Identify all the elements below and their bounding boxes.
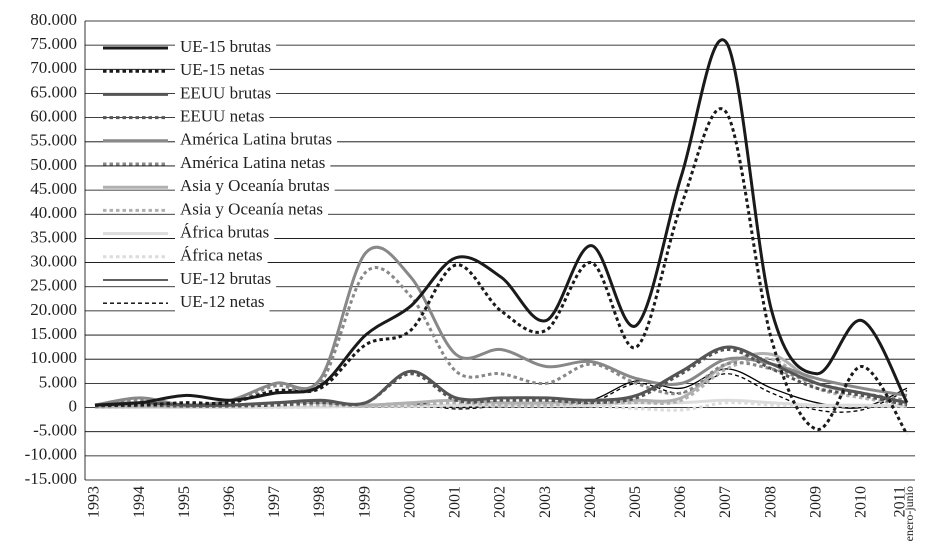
legend-bg	[175, 61, 270, 82]
x-tick-label-line: 2011	[891, 486, 908, 517]
y-tick-label: 10.000	[30, 348, 77, 367]
legend-bg	[175, 223, 275, 244]
legend-label: América Latina netas	[180, 153, 325, 172]
legend-label: EEUU brutas	[180, 83, 271, 102]
legend-label: EEUU netas	[180, 107, 265, 126]
y-tick-label: 55.000	[30, 131, 77, 150]
legend-label: África netas	[180, 246, 263, 265]
legend-bg	[175, 84, 277, 105]
legend-bg	[175, 270, 277, 290]
y-tick-label: 25.000	[30, 276, 77, 295]
legend-bg	[175, 107, 270, 128]
x-tick-label: 2009	[807, 486, 824, 518]
x-tick-label: 1993	[86, 486, 103, 518]
x-tick-label: 2001	[447, 486, 464, 518]
legend-label: Asia y Oceanía netas	[180, 199, 323, 218]
x-tick-label: 2008	[762, 486, 779, 518]
y-tick-label: 70.000	[30, 58, 77, 77]
y-tick-label: 30.000	[30, 251, 77, 270]
y-tick-label: 20.000	[30, 300, 77, 319]
y-tick-label: 40.000	[30, 203, 77, 222]
x-tick-label: 1995	[176, 486, 193, 518]
x-tick-label: 2005	[627, 486, 644, 518]
legend-bg	[175, 293, 270, 314]
y-tick-label: 0	[69, 396, 78, 415]
series-line	[94, 345, 908, 407]
x-tick-label: 2010	[853, 486, 870, 518]
series-line	[94, 348, 908, 408]
x-tick-label: 2000	[401, 486, 418, 518]
y-tick-label: 75.000	[30, 34, 77, 53]
x-tick-label: 1999	[356, 486, 373, 518]
x-tick-label: 2007	[717, 486, 734, 518]
legend-bg	[175, 246, 268, 267]
legend-bg	[175, 177, 335, 198]
legend-bg	[175, 38, 277, 58]
y-tick-label: -10.000	[25, 445, 77, 464]
x-tick-label: 1996	[221, 486, 238, 518]
y-tick-label: 65.000	[30, 82, 77, 101]
y-tick-label: 35.000	[30, 227, 77, 246]
y-tick-label: 5.000	[39, 372, 77, 391]
y-tick-label: -15.000	[25, 469, 77, 488]
x-tick-label-line: enero-junio	[902, 486, 916, 541]
legend-bg	[175, 130, 337, 151]
y-tick-label: 50.000	[30, 155, 77, 174]
legend-label: UE-15 brutas	[180, 37, 271, 56]
series-line	[94, 38, 909, 407]
y-tick-label: 80.000	[30, 10, 77, 29]
y-tick-label: 60.000	[30, 107, 77, 126]
legend-label: UE-12 brutas	[180, 269, 271, 288]
x-tick-label: 1997	[266, 486, 283, 518]
x-tick-label: 2003	[537, 486, 554, 518]
legend-bg	[175, 154, 331, 174]
legend-label: Asia y Oceanía brutas	[180, 176, 330, 195]
legend-label: UE-12 netas	[180, 292, 265, 311]
legend-label: América Latina brutas	[180, 130, 332, 149]
y-tick-label: -5.000	[33, 421, 77, 440]
x-tick-label: 2011enero-junio	[891, 486, 916, 541]
series-line	[94, 356, 908, 409]
x-tick-label: 2004	[582, 486, 599, 518]
y-tick-label: 15.000	[30, 324, 77, 343]
legend-bg	[175, 200, 329, 221]
x-tick-label: 1998	[311, 486, 328, 518]
x-tick-label: 2002	[492, 486, 509, 518]
x-tick-label: 1994	[131, 486, 148, 518]
legend-label: UE-15 netas	[180, 60, 265, 79]
legend-label: África brutas	[180, 223, 269, 242]
y-tick-label: 45.000	[30, 179, 77, 198]
x-tick-label: 2006	[672, 486, 689, 518]
